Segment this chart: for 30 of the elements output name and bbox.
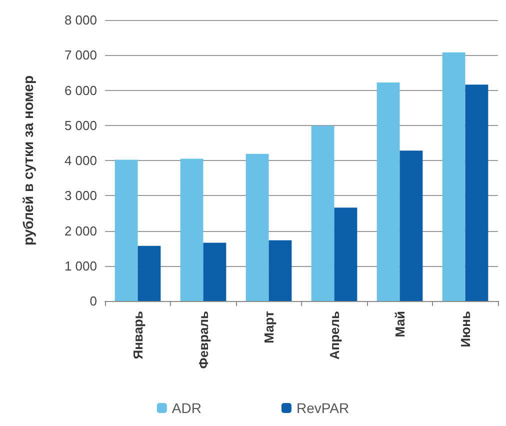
bar: [114, 160, 138, 301]
x-tick-label: Март: [261, 311, 276, 344]
bar: [442, 52, 466, 301]
x-tick-label: Январь: [130, 311, 146, 360]
bar: [203, 242, 226, 301]
y-tick-label: 8 000: [64, 12, 97, 28]
x-tick-label: Февраль: [196, 311, 211, 369]
bar: [311, 126, 334, 301]
bar: [138, 246, 161, 301]
legend-label: ADR: [172, 400, 202, 416]
bar: [334, 208, 358, 301]
y-tick-label: 1 000: [64, 258, 97, 274]
x-tick-label: Апрель: [326, 311, 342, 360]
bar: [376, 82, 400, 301]
y-tick-label: 0: [90, 294, 97, 308]
y-tick-label: 7 000: [64, 48, 97, 63]
bar: [400, 150, 423, 301]
y-tick-label: 3 000: [64, 188, 97, 204]
y-axis-title: рублей в сутки за номер: [20, 75, 36, 246]
bar: [465, 84, 488, 301]
legend-label: RevPAR: [296, 400, 350, 416]
y-tick-label: 6 000: [64, 82, 97, 98]
bar: [180, 158, 204, 301]
y-tick-label: 2 000: [64, 223, 97, 238]
bar: [268, 240, 292, 301]
y-tick-label: 5 000: [64, 118, 97, 133]
bar: [246, 154, 269, 301]
x-tick-label: Июнь: [458, 311, 473, 348]
x-tick-label: Май: [392, 311, 408, 338]
y-tick-label: 4 000: [64, 153, 97, 168]
